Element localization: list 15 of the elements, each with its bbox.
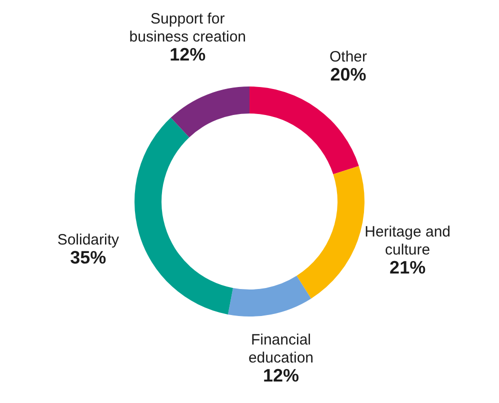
data-label: 12% bbox=[262, 366, 299, 386]
donut-slice bbox=[250, 86, 359, 174]
donut-slice bbox=[134, 118, 234, 314]
data-label: 20% bbox=[330, 64, 366, 85]
donut-slice bbox=[170, 86, 250, 138]
data-label: 35% bbox=[70, 247, 106, 268]
category-label: Support for business creation bbox=[129, 10, 246, 46]
donut-slice bbox=[296, 166, 364, 299]
data-label: 21% bbox=[390, 257, 426, 278]
data-label: 12% bbox=[170, 44, 206, 64]
slice-label: Solidarity bbox=[57, 231, 120, 248]
donut-slice bbox=[228, 276, 312, 316]
category-label: Financial education bbox=[248, 332, 314, 367]
slice-label: Other bbox=[329, 48, 368, 66]
category-label: Heritage and culture bbox=[364, 223, 451, 258]
